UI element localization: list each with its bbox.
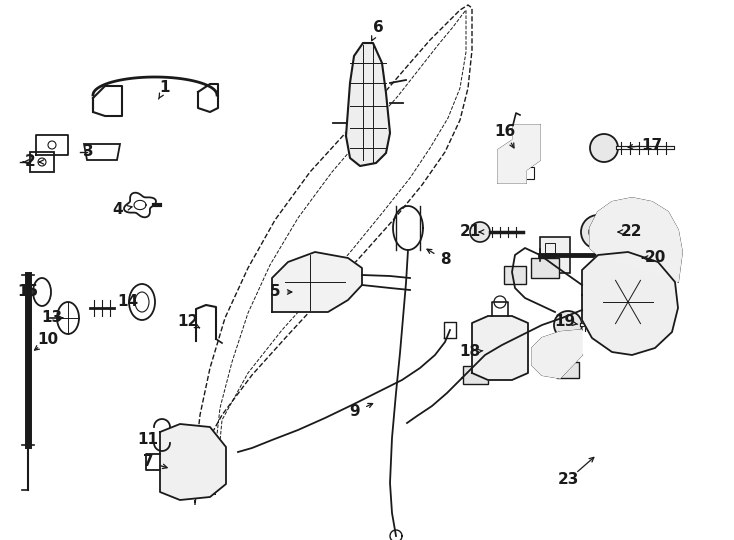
Circle shape bbox=[470, 222, 490, 242]
Circle shape bbox=[554, 311, 582, 339]
Polygon shape bbox=[272, 252, 362, 312]
Text: 9: 9 bbox=[349, 404, 360, 420]
Text: 14: 14 bbox=[117, 294, 139, 309]
Polygon shape bbox=[532, 330, 582, 378]
Text: 11: 11 bbox=[137, 433, 159, 448]
Text: 20: 20 bbox=[644, 251, 666, 266]
Text: 1: 1 bbox=[160, 80, 170, 96]
Polygon shape bbox=[346, 43, 390, 166]
Polygon shape bbox=[590, 198, 682, 282]
Text: 12: 12 bbox=[178, 314, 199, 329]
Text: 22: 22 bbox=[621, 225, 643, 240]
Circle shape bbox=[590, 134, 618, 162]
Text: 23: 23 bbox=[557, 472, 578, 488]
Text: 3: 3 bbox=[83, 145, 93, 159]
Text: 7: 7 bbox=[142, 455, 153, 469]
Polygon shape bbox=[498, 125, 540, 183]
Polygon shape bbox=[582, 252, 678, 355]
Text: 15: 15 bbox=[18, 285, 39, 300]
Text: 17: 17 bbox=[642, 138, 663, 152]
Text: 18: 18 bbox=[459, 345, 481, 360]
FancyBboxPatch shape bbox=[504, 266, 526, 284]
Text: 10: 10 bbox=[37, 333, 59, 348]
FancyBboxPatch shape bbox=[557, 362, 579, 378]
FancyBboxPatch shape bbox=[531, 258, 559, 278]
Text: 8: 8 bbox=[440, 253, 451, 267]
Polygon shape bbox=[472, 316, 528, 380]
Text: 2: 2 bbox=[25, 154, 35, 170]
Polygon shape bbox=[160, 424, 226, 500]
Text: 19: 19 bbox=[554, 314, 575, 329]
Text: 21: 21 bbox=[459, 225, 481, 240]
Text: 16: 16 bbox=[495, 125, 515, 139]
FancyBboxPatch shape bbox=[540, 237, 570, 273]
Text: 4: 4 bbox=[113, 202, 123, 218]
FancyBboxPatch shape bbox=[462, 366, 487, 384]
Text: 5: 5 bbox=[269, 285, 280, 300]
Text: 13: 13 bbox=[41, 310, 62, 326]
Circle shape bbox=[581, 215, 615, 249]
Text: 6: 6 bbox=[373, 21, 383, 36]
